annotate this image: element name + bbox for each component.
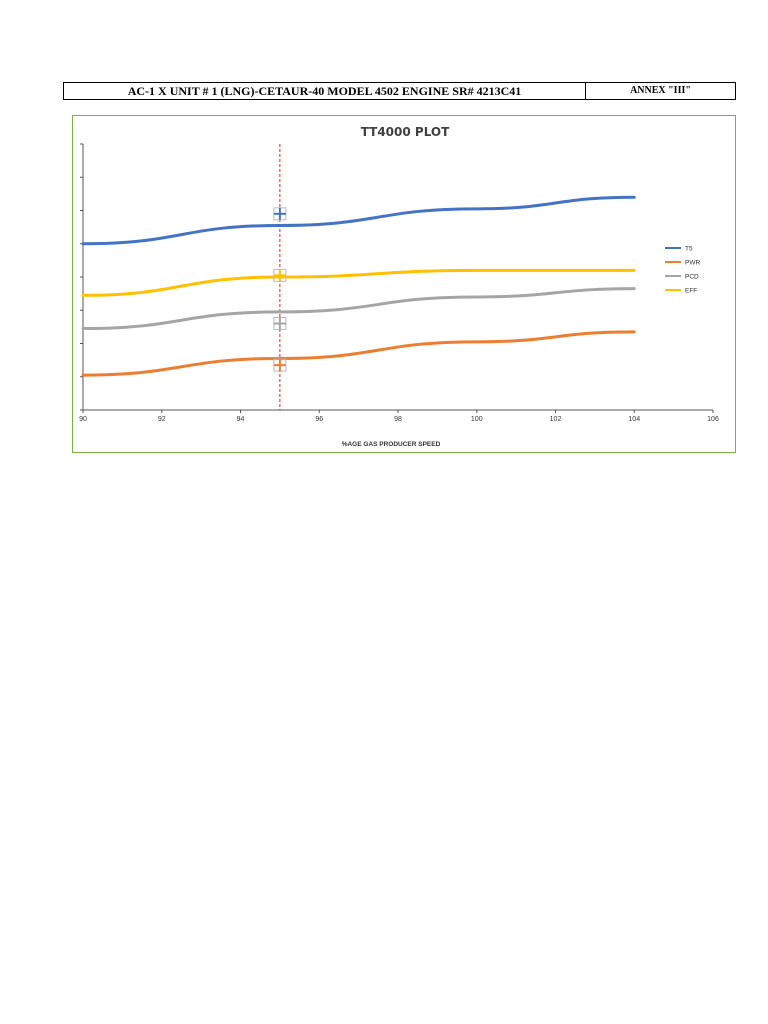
x-tick-label: 100 — [471, 416, 483, 423]
series-line-eff — [81, 268, 636, 297]
x-tick-label: 90 — [79, 416, 87, 423]
chart-title: TT4000 PLOT — [361, 125, 450, 139]
series-line-t5 — [81, 195, 636, 246]
x-axis-label: %AGE GAS PRODUCER SPEED — [342, 441, 441, 448]
x-tick-label: 92 — [158, 416, 166, 423]
x-tick-label: 102 — [550, 416, 562, 423]
x-tick-label: 94 — [237, 416, 245, 423]
annex-label: ANNEX "III" — [630, 85, 691, 96]
report-header: AC-1 X UNIT # 1 (LNG)-CETAUR-40 MODEL 45… — [63, 82, 736, 100]
legend-label-pwr: PWR — [685, 260, 700, 267]
x-tick-label: 104 — [628, 416, 640, 423]
x-tick-label: 98 — [394, 416, 402, 423]
series-line-pwr — [81, 330, 636, 377]
legend-label-eff: EFF — [685, 288, 697, 295]
legend-label-pcd: PCD — [685, 274, 699, 281]
tt4000-chart: TT4000 PLOT %AGE GAS PRODUCER SPEED 90 92… — [79, 125, 719, 448]
x-tick-label: 106 — [707, 416, 719, 423]
report-title: AC-1 X UNIT # 1 (LNG)-CETAUR-40 MODEL 45… — [64, 83, 586, 99]
series-line-pcd — [81, 287, 636, 331]
x-tick-label: 96 — [315, 416, 323, 423]
chart-container: TT4000 PLOT %AGE GAS PRODUCER SPEED 90 92… — [72, 115, 736, 453]
legend-label-t5: T5 — [685, 246, 693, 253]
